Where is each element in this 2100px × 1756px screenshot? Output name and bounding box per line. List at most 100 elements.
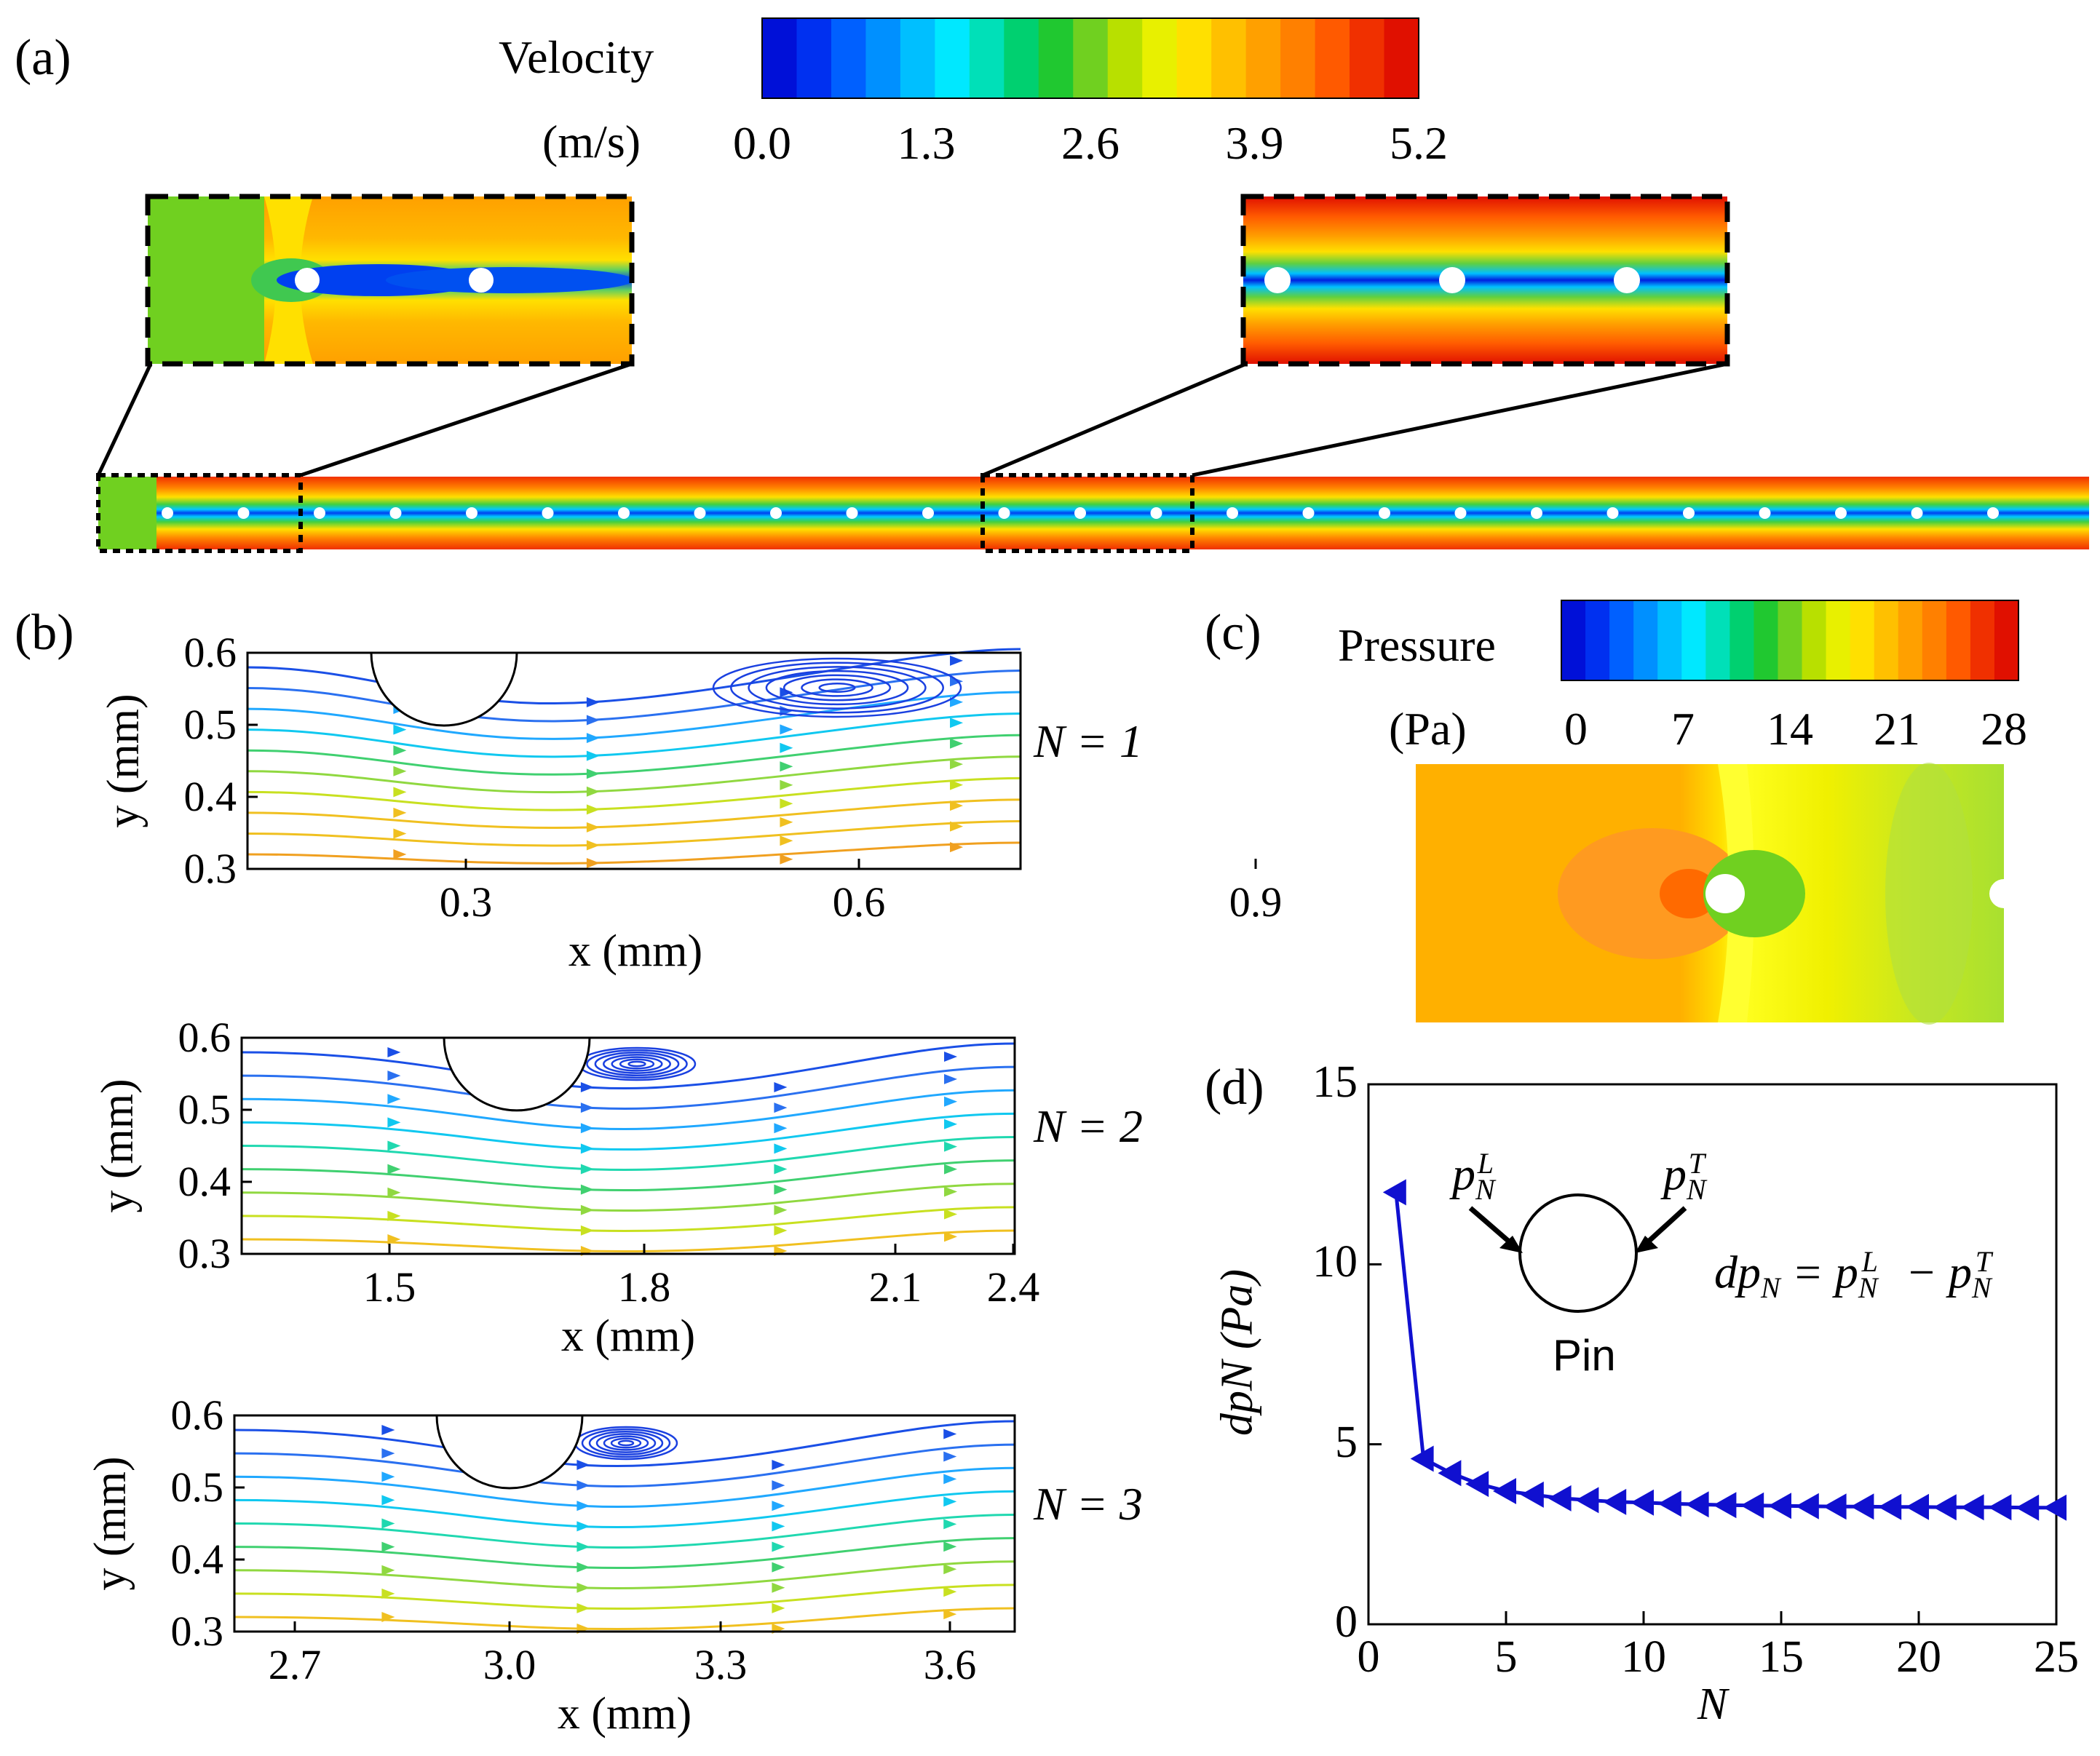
streamline-arrow <box>943 1541 957 1552</box>
pressure-colorbar-swatch <box>1585 600 1611 680</box>
streamline-arrow <box>950 779 964 790</box>
subplot-ytick: 0.5 <box>170 1463 224 1511</box>
streamline-arrow <box>774 1184 788 1195</box>
pressure-colorbar-swatch <box>1970 600 1995 680</box>
pressure-colorbar-swatch <box>1561 600 1587 680</box>
pin-half-circle <box>443 1036 591 1112</box>
series-marker <box>1713 1492 1737 1519</box>
streamline-arrow <box>944 1164 958 1175</box>
pressure-colorbar-swatch <box>1898 600 1923 680</box>
panel-c-label: (c) <box>1205 605 1261 661</box>
inset-left-sub: N <box>1475 1173 1495 1207</box>
velocity-colorbar-swatch <box>1211 18 1247 98</box>
x-tick-label: 10 <box>1621 1632 1666 1682</box>
velocity-full-channel <box>96 473 2089 553</box>
streamline <box>247 712 1021 758</box>
subplot-xtick: 3.0 <box>483 1641 536 1688</box>
streamline-arrow <box>576 1582 590 1593</box>
velocity-zoom-mid <box>1240 194 1730 367</box>
series-marker <box>1960 1494 1984 1521</box>
streamline-arrow <box>944 1141 958 1152</box>
streamline <box>234 1490 1015 1529</box>
streamline-arrow <box>774 1082 788 1092</box>
streamline-arrow <box>780 724 793 735</box>
streamline-arrow <box>580 1103 594 1113</box>
series-marker <box>1933 1494 1957 1521</box>
channel-pin <box>1454 507 1467 519</box>
channel-pin <box>1302 507 1315 519</box>
velocity-colorbar-swatch <box>865 18 901 98</box>
series-marker <box>1575 1487 1599 1514</box>
streamline-arrow <box>393 807 407 818</box>
streamline-arrow <box>943 1519 957 1530</box>
streamline-arrow <box>387 1094 401 1105</box>
vortex-ring <box>588 1431 664 1455</box>
subplot-xtick: 3.3 <box>694 1641 748 1688</box>
channel-pin <box>314 507 325 519</box>
streamline-arrow <box>580 1082 594 1092</box>
series-marker <box>1382 1179 1406 1206</box>
subplot-xtick: 2.7 <box>268 1641 322 1688</box>
streamline <box>241 1206 1015 1233</box>
pressure-colorbar-title: Pressure <box>1338 619 1496 671</box>
series-marker <box>1795 1493 1819 1519</box>
vortex-ring <box>586 1049 688 1079</box>
streamline-arrow <box>586 750 600 761</box>
inset-arrowhead-left <box>1499 1236 1523 1253</box>
vortex-ring <box>617 1439 635 1447</box>
streamline-arrow <box>576 1501 590 1511</box>
velocity-colorbar-swatch <box>900 18 936 98</box>
streamline-arrow <box>586 840 600 851</box>
inset-pin-label: Pin <box>1553 1331 1616 1380</box>
velocity-colorbar-swatch <box>796 18 832 98</box>
channel-pin <box>1150 507 1162 519</box>
streamline-arrow <box>950 759 964 770</box>
streamline-arrow <box>586 786 600 797</box>
subplot-xlabel: x (mm) <box>557 1689 692 1739</box>
streamline-arrow <box>780 835 793 846</box>
pressure-colorbar-swatch <box>1826 600 1851 680</box>
pin-half-circle <box>435 1414 584 1490</box>
streamline-arrow <box>780 817 793 827</box>
x-tick-label: 15 <box>1759 1632 1804 1682</box>
velocity-colorbar-swatch <box>1384 18 1419 98</box>
streamline-arrow <box>780 798 793 809</box>
series-line <box>1394 1192 2056 1510</box>
vortex-ring <box>765 670 909 706</box>
series-marker <box>1410 1445 1434 1472</box>
velocity-zoom-inlet <box>145 194 635 367</box>
streamline <box>247 734 1021 776</box>
streamline-arrow <box>944 1096 958 1107</box>
streamline-arrow <box>586 715 600 726</box>
streamline <box>234 1537 1015 1570</box>
streamline-arrow <box>393 787 407 798</box>
velocity-colorbar <box>762 18 1419 98</box>
subplot-ytick: 0.4 <box>183 773 237 820</box>
pressure-colorbar-swatch <box>1681 600 1707 680</box>
pressure-colorbar-swatch <box>1609 600 1635 680</box>
streamline-arrow <box>576 1541 590 1552</box>
inset-arrowhead-right <box>1635 1236 1658 1253</box>
channel-pin <box>162 507 173 519</box>
velocity-tick: 5.2 <box>1390 117 1448 169</box>
streamline <box>234 1514 1015 1549</box>
streamline <box>241 1112 1015 1151</box>
subplot-n-label: N = 3 <box>1034 1478 1143 1530</box>
pressure-tick: 21 <box>1874 703 1920 755</box>
vortex-ring <box>595 1433 657 1453</box>
streamline <box>234 1560 1015 1590</box>
pressure-colorbar-swatch <box>1657 600 1683 680</box>
subplot-xlabel: x (mm) <box>560 1311 696 1361</box>
pressure-colorbar-swatch <box>1994 600 2019 680</box>
streamline-arrow <box>576 1480 590 1491</box>
streamline <box>234 1443 1015 1488</box>
streamline-arrow <box>943 1586 957 1597</box>
subplot-xtick: 1.5 <box>362 1263 416 1311</box>
subplot-xlabel: x (mm) <box>568 926 703 976</box>
pressure-field <box>1416 763 2018 1025</box>
streamline <box>241 1065 1015 1111</box>
series-marker <box>2043 1494 2067 1521</box>
subplot-ylabel: y (mm) <box>92 1078 143 1213</box>
y-tick-label: 10 <box>1312 1237 1358 1287</box>
streamline-arrow <box>381 1518 395 1529</box>
